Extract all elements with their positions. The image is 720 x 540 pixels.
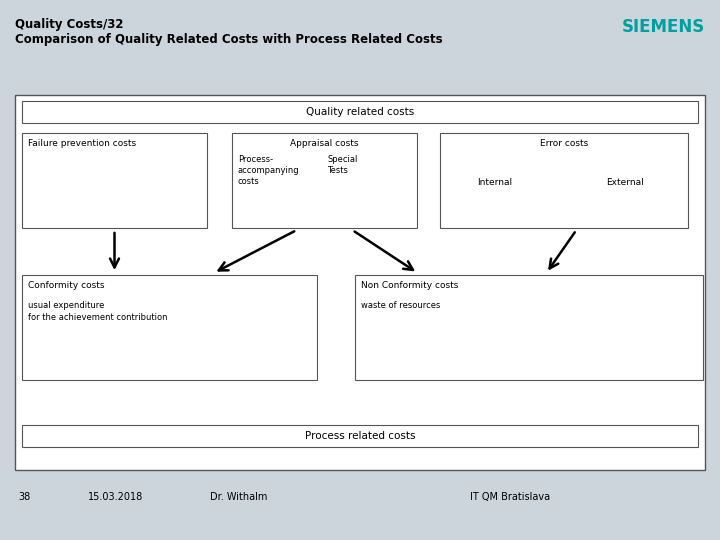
Text: waste of resources: waste of resources <box>361 301 441 310</box>
Bar <box>15 95 705 470</box>
Bar <box>22 101 698 123</box>
Text: Dr. Withalm: Dr. Withalm <box>210 492 267 502</box>
Text: 38: 38 <box>18 492 30 502</box>
Bar <box>22 275 317 380</box>
Text: 15.03.2018: 15.03.2018 <box>88 492 143 502</box>
Text: Failure prevention costs: Failure prevention costs <box>28 139 136 148</box>
Bar <box>440 133 688 228</box>
Text: IT QM Bratislava: IT QM Bratislava <box>470 492 550 502</box>
Text: Internal: Internal <box>477 178 513 187</box>
Bar <box>232 133 417 228</box>
Bar <box>355 275 703 380</box>
Text: Error costs: Error costs <box>540 139 588 148</box>
Text: Comparison of Quality Related Costs with Process Related Costs: Comparison of Quality Related Costs with… <box>15 33 443 46</box>
Bar <box>22 133 207 228</box>
Text: Process related costs: Process related costs <box>305 431 415 441</box>
Text: SIEMENS: SIEMENS <box>622 18 705 36</box>
Text: Special
Tests: Special Tests <box>327 155 357 175</box>
Text: usual expenditure
for the achievement contribution: usual expenditure for the achievement co… <box>28 301 168 322</box>
Text: Appraisal costs: Appraisal costs <box>290 139 359 148</box>
Text: Conformity costs: Conformity costs <box>28 281 104 290</box>
Text: Quality related costs: Quality related costs <box>306 107 414 117</box>
Bar <box>22 425 698 447</box>
Text: Non Conformity costs: Non Conformity costs <box>361 281 459 290</box>
Text: External: External <box>606 178 644 187</box>
Text: Quality Costs/32: Quality Costs/32 <box>15 18 124 31</box>
Text: Process-
accompanying
costs: Process- accompanying costs <box>238 155 300 186</box>
